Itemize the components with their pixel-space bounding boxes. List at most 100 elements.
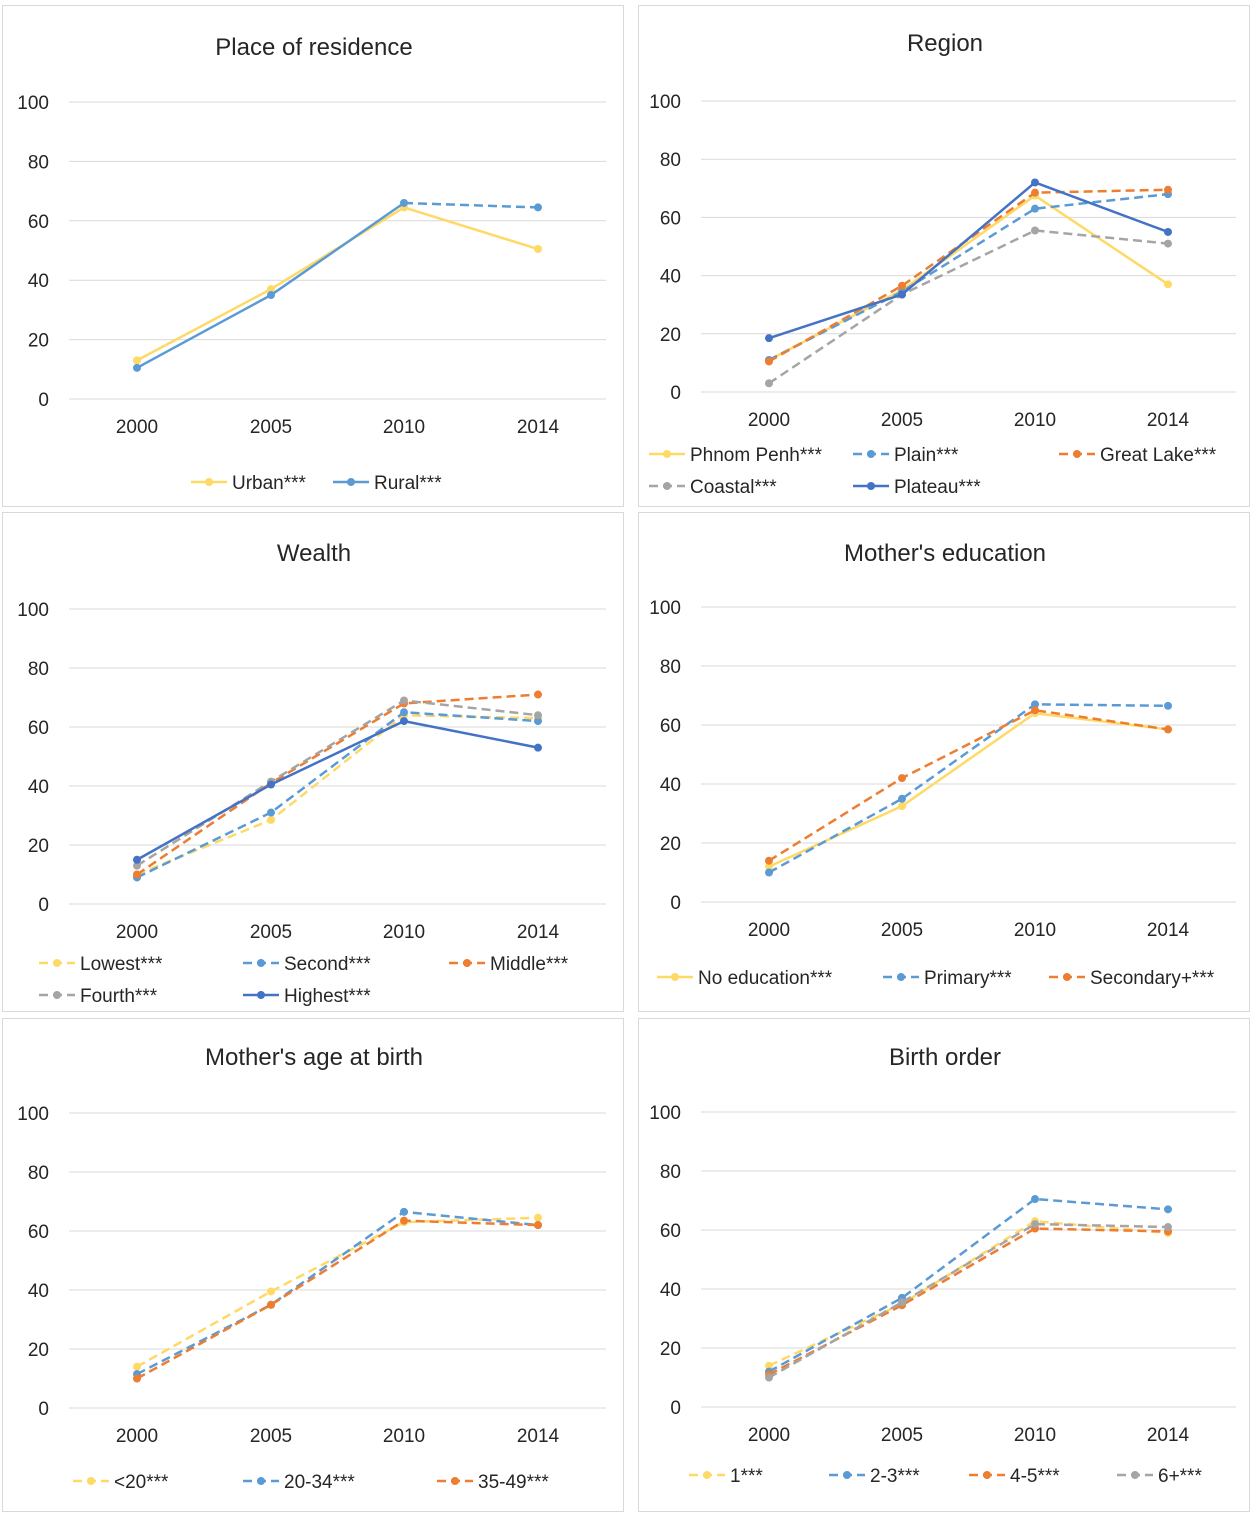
- data-point-urban: [133, 356, 141, 365]
- data-point-primary: [1164, 701, 1172, 710]
- x-tick-label: 2010: [1014, 1425, 1056, 1446]
- data-point-6: [898, 1298, 906, 1307]
- series-line-2-3: [768, 1197, 1169, 1373]
- series-line-plateau: [768, 181, 1169, 340]
- chart-svg-region: Region 0 20 40 60 80 100 2000 2005 2010 2014 Phnom …: [649, 30, 1236, 498]
- x-tick-label: 2005: [250, 922, 292, 943]
- y-tick-label: 80: [660, 657, 681, 678]
- data-point-coastal: [765, 379, 773, 388]
- data-point-urban: [534, 245, 542, 254]
- data-point-no-education: [898, 802, 906, 811]
- x-tick-label: 2014: [517, 922, 560, 943]
- data-point-middle: [534, 690, 542, 699]
- data-point-great-lake: [1031, 188, 1039, 197]
- data-point-second: [267, 808, 275, 817]
- y-tick-label: 40: [660, 267, 681, 288]
- series-line-highest: [136, 719, 539, 861]
- data-point-second: [400, 708, 408, 717]
- y-tick-label: 0: [670, 1398, 681, 1419]
- data-point-great-lake: [1164, 185, 1172, 194]
- y-tick-label: 100: [17, 600, 49, 621]
- legend-marker-2-3: [843, 1471, 851, 1479]
- chart-svg-mother-s-education: Mother's education 0 20 40 60 80 100 2000 2005 20…: [649, 540, 1236, 989]
- y-tick-label: 100: [649, 92, 681, 113]
- data-point-great-lake: [898, 281, 906, 290]
- data-point-1: [765, 1361, 773, 1370]
- data-point-rural: [267, 291, 275, 300]
- data-point-urban: [267, 285, 275, 294]
- chart-panel-birth-order: Birth order 0 20 40 60 80 100 2000 2005 2010 2014 1…: [638, 1018, 1250, 1512]
- y-tick-label: 60: [28, 1222, 49, 1243]
- legend-marker-plateau: [867, 482, 875, 490]
- y-tick-label: 60: [28, 212, 49, 233]
- data-point-highest: [133, 855, 141, 864]
- data-point-plateau: [765, 334, 773, 343]
- series-line-no-education: [768, 711, 1169, 868]
- data-point-2-3: [1164, 1205, 1172, 1214]
- y-tick-label: 20: [28, 331, 49, 352]
- data-point-highest: [267, 780, 275, 789]
- series-line-primary: [768, 703, 1169, 874]
- y-tick-label: 60: [28, 718, 49, 739]
- legend-label: Highest***: [284, 986, 371, 1007]
- chart-panel-region: Region 0 20 40 60 80 100 2000 2005 2010 2014 Phnom …: [638, 5, 1250, 507]
- chart-title: Place of residence: [215, 34, 412, 61]
- series-line-phnom-penh: [768, 194, 1169, 362]
- y-tick-label: 40: [28, 1281, 49, 1302]
- data-point-primary: [765, 868, 773, 877]
- legend-marker-4-5: [983, 1471, 991, 1479]
- y-tick-label: 20: [28, 1340, 49, 1361]
- y-tick-label: 20: [660, 1339, 681, 1360]
- data-point-fourth: [133, 861, 141, 870]
- data-point-fourth: [534, 711, 542, 720]
- data-point-highest: [400, 717, 408, 726]
- legend-label: No education***: [698, 968, 833, 989]
- legend-label: Lowest***: [80, 954, 163, 975]
- series-line-plain: [768, 192, 1169, 362]
- legend-marker-20: [87, 1477, 95, 1485]
- legend-marker-highest: [257, 991, 265, 999]
- data-point-6: [1164, 1223, 1172, 1232]
- data-point-fourth: [400, 696, 408, 705]
- data-point-primary: [1031, 700, 1039, 709]
- legend-label: 35-49***: [478, 1472, 549, 1493]
- legend-label: Coastal***: [690, 477, 777, 498]
- legend-label: 20-34***: [284, 1472, 355, 1493]
- data-point-35-49: [534, 1221, 542, 1230]
- legend-label: 6+***: [1158, 1466, 1202, 1487]
- legend-label: Plain***: [894, 445, 959, 466]
- data-point-2-3: [1031, 1195, 1039, 1204]
- legend-marker-secondary: [1063, 973, 1071, 981]
- x-tick-label: 2014: [517, 417, 560, 438]
- y-tick-label: 0: [38, 390, 49, 411]
- x-tick-label: 2005: [881, 410, 923, 431]
- legend-marker-great-lake: [1073, 450, 1081, 458]
- data-point-middle: [133, 870, 141, 879]
- chart-title: Birth order: [889, 1044, 1001, 1071]
- legend-label: Second***: [284, 954, 371, 975]
- series-line-20-34: [136, 1210, 539, 1376]
- legend-marker-plain: [867, 450, 875, 458]
- x-tick-label: 2010: [383, 1426, 425, 1447]
- series-line-fourth: [136, 699, 539, 867]
- legend-label: Middle***: [490, 954, 569, 975]
- data-point-20-34: [400, 1207, 408, 1216]
- series-line-middle: [136, 693, 539, 876]
- legend-marker-no-education: [671, 973, 679, 981]
- legend-marker-lowest: [53, 959, 61, 967]
- series-line-second: [136, 711, 539, 879]
- data-point-plain: [1031, 204, 1039, 213]
- data-point-primary: [898, 794, 906, 803]
- legend-marker-1: [703, 1471, 711, 1479]
- data-point-20: [133, 1362, 141, 1371]
- y-tick-label: 0: [38, 895, 49, 916]
- x-tick-label: 2014: [517, 1426, 560, 1447]
- data-point-35-49: [400, 1216, 408, 1225]
- data-point-20: [534, 1213, 542, 1222]
- legend-marker-primary: [897, 973, 905, 981]
- data-point-second: [534, 717, 542, 726]
- y-tick-label: 20: [660, 325, 681, 346]
- data-point-coastal: [1031, 226, 1039, 235]
- y-tick-label: 80: [660, 150, 681, 171]
- y-tick-label: 80: [660, 1162, 681, 1183]
